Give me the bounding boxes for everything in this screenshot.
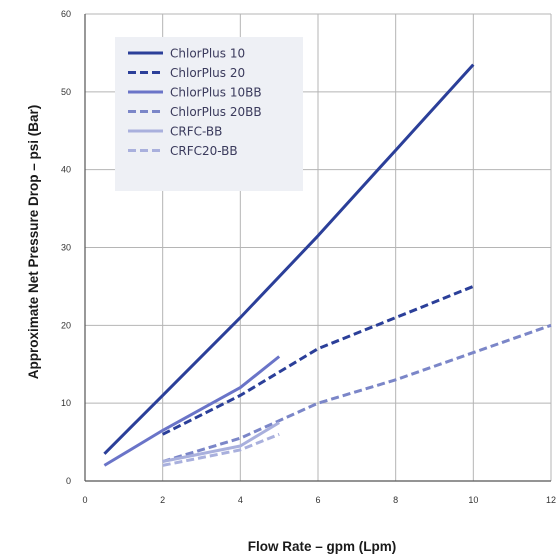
legend-label-chlorplus-10bb: ChlorPlus 10BB <box>170 86 262 100</box>
grid <box>85 13 552 481</box>
x-tick-label: 6 <box>315 495 320 505</box>
legend-label-crfc20-bb: CRFC20-BB <box>170 144 238 158</box>
series-line-chlorplus-20 <box>162 285 474 436</box>
y-axis-title: Approximate Net Pressure Drop – psi (Bar… <box>26 105 41 380</box>
y-tick-labels: 0 10 20 30 40 50 60 <box>61 9 71 486</box>
y-tick-label: 30 <box>61 243 71 253</box>
y-tick-label: 40 <box>61 165 71 175</box>
series-lines <box>103 63 552 467</box>
y-tick-label: 0 <box>66 476 71 486</box>
y-tick-label: 20 <box>61 320 71 330</box>
x-axis-title: Flow Rate – gpm (Lpm) <box>248 539 397 554</box>
y-tick-label: 60 <box>61 9 71 19</box>
series-line-chlorplus-10bb <box>103 355 281 467</box>
x-tick-label: 0 <box>82 495 87 505</box>
y-tick-label: 50 <box>61 87 71 97</box>
legend-label-crfc-bb: CRFC-BB <box>170 125 222 139</box>
legend-label-chlorplus-20bb: ChlorPlus 20BB <box>170 105 262 119</box>
x-tick-labels: 0 2 4 6 8 10 12 <box>82 495 556 505</box>
x-tick-label: 12 <box>546 495 556 505</box>
series-line-chlorplus-10 <box>103 63 475 455</box>
x-tick-label: 2 <box>160 495 165 505</box>
series-line-crfc-bb <box>162 421 280 463</box>
series-line-crfc20-bb <box>162 432 280 467</box>
x-tick-label: 4 <box>238 495 243 505</box>
y-tick-label: 10 <box>61 398 71 408</box>
legend-label-chlorplus-20: ChlorPlus 20 <box>170 66 245 80</box>
legend-box <box>115 37 303 191</box>
x-tick-label: 10 <box>468 495 478 505</box>
series-line-chlorplus-20bb <box>162 323 552 463</box>
legend: ChlorPlus 10 ChlorPlus 20 ChlorPlus 10BB Ch… <box>115 37 303 191</box>
x-tick-label: 8 <box>393 495 398 505</box>
legend-label-chlorplus-10: ChlorPlus 10 <box>170 47 245 61</box>
legend-items: ChlorPlus 10 ChlorPlus 20 ChlorPlus 10BB Ch… <box>128 47 262 158</box>
axes <box>84 14 551 482</box>
